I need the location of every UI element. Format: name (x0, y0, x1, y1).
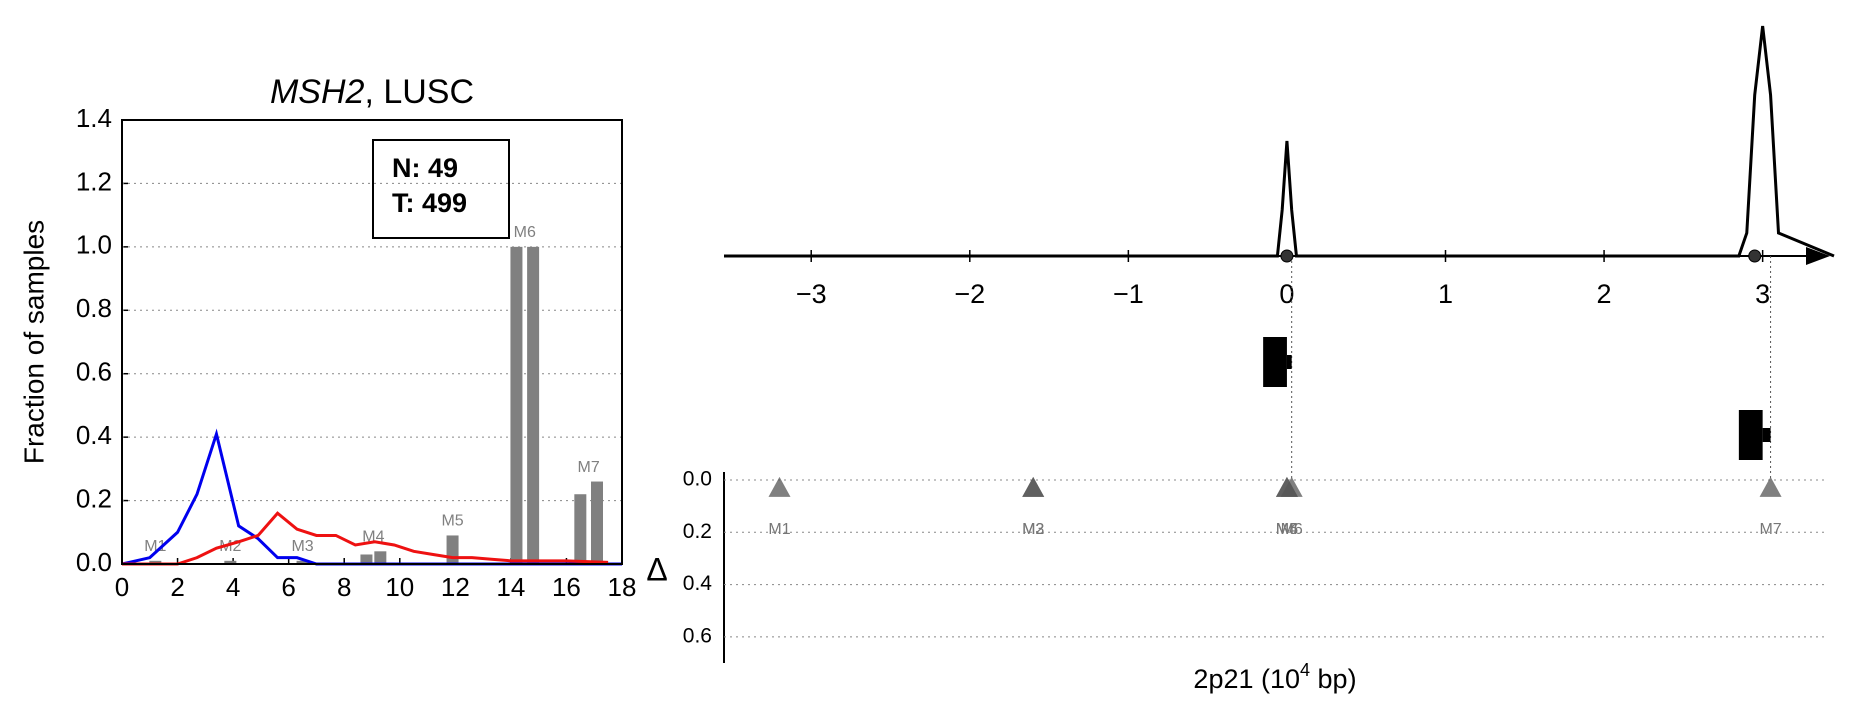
x-axis-arrow (1806, 247, 1830, 265)
triangle-marker (768, 476, 791, 497)
y-tick-label: 0.2 (76, 483, 112, 513)
x-tick-label: 4 (226, 572, 240, 602)
bar (224, 560, 237, 564)
x-tick-label: 6 (281, 572, 295, 602)
bar (296, 560, 309, 564)
box (1263, 337, 1287, 387)
x-tick-label: 8 (337, 572, 351, 602)
y-tick-label: 0.8 (76, 293, 112, 323)
series-line (122, 511, 609, 566)
bar-group-label: M1 (144, 538, 166, 555)
whisker (1286, 355, 1292, 369)
bar (446, 535, 459, 564)
plot-frame (121, 119, 623, 565)
whisker (1762, 428, 1771, 442)
marker-label: M2 (1022, 521, 1044, 538)
x-tick-label: 3 (1755, 279, 1770, 309)
y-tick-label: 0.0 (76, 547, 112, 577)
bar-group-label: M7 (578, 459, 600, 476)
axis-point (1748, 249, 1762, 263)
bar-group-label: M5 (441, 513, 463, 530)
bar-group-label: M3 (291, 538, 313, 555)
x-tick-label: 0 (115, 572, 129, 602)
bar (591, 481, 603, 564)
bar (374, 551, 387, 564)
marker-label: M1 (768, 521, 790, 538)
x-axis-label: 2p21 (104 bp) (1193, 660, 1356, 694)
triangle-marker (1280, 476, 1303, 497)
y-tick-label: 0.0 (683, 468, 712, 491)
x-label-sup: 4 (1300, 660, 1310, 680)
triangle-marker (1022, 476, 1045, 497)
title-rest: , LUSC (364, 73, 474, 111)
x-tick-label: 14 (496, 572, 525, 602)
box (1738, 410, 1763, 460)
bar (574, 494, 587, 564)
bar (527, 246, 540, 564)
bar (360, 554, 373, 564)
marker-label: M3 (1022, 521, 1044, 538)
axis-point (1280, 249, 1294, 263)
x-tick-label: 2 (1597, 279, 1612, 309)
annotation: T: 499 (392, 188, 467, 218)
x-tick-label: 0 (1279, 279, 1294, 309)
marker-label: M4 (1276, 521, 1298, 538)
annotation-box (372, 139, 510, 239)
bar-group-label: M6 (514, 224, 536, 241)
x-label-part: 2p21 (10 (1193, 664, 1300, 694)
bar (510, 246, 523, 564)
x-tick-label: −3 (796, 279, 827, 309)
y-tick-label: 0.4 (683, 572, 713, 595)
x-tick-label: 12 (441, 572, 470, 602)
x-tick-label: −2 (954, 279, 985, 309)
x-tick-label: 2 (170, 572, 184, 602)
x-tick-label: −1 (1113, 279, 1144, 309)
marker-label: M7 (1759, 521, 1781, 538)
x-tick-label: 18 (608, 572, 637, 602)
y-tick-label: 0.4 (76, 420, 112, 450)
marker-label: M6 (1281, 521, 1303, 538)
y-axis-label: Fraction of samples (18, 220, 49, 464)
x-tick-label: 10 (385, 572, 414, 602)
series-line (121, 428, 622, 566)
y-tick-label: 1.0 (76, 230, 112, 260)
x-tick-label: 1 (1438, 279, 1453, 309)
x-tick-label: 16 (552, 572, 581, 602)
triangle-marker (1759, 476, 1782, 497)
y-tick-label: 1.2 (76, 166, 112, 196)
chart-title: MSH2, LUSC (270, 73, 474, 111)
y-axis-label: Δ (646, 551, 667, 587)
title-gene: MSH2 (270, 73, 365, 111)
annotation: N: 49 (392, 153, 458, 183)
y-tick-label: 1.4 (76, 103, 112, 133)
y-tick-label: 0.6 (683, 624, 712, 647)
marker-label: M5 (1276, 521, 1298, 538)
series-line (724, 25, 1835, 258)
y-tick-label: 0.6 (76, 357, 112, 387)
x-label-part: bp) (1310, 664, 1357, 694)
y-tick-label: 0.2 (683, 520, 712, 543)
bar (149, 560, 162, 564)
